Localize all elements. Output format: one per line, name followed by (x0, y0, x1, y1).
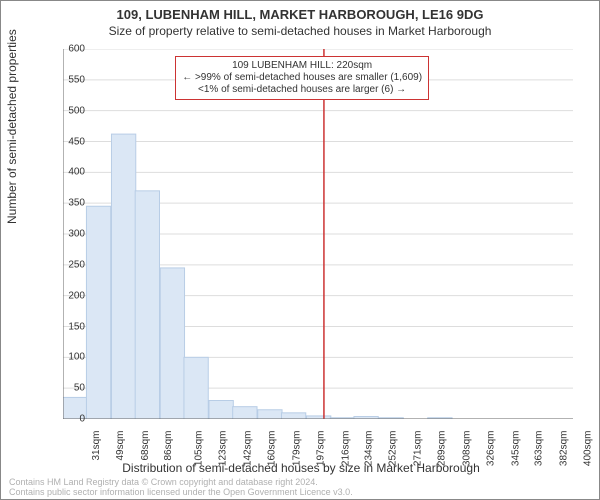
y-tick-label: 150 (55, 321, 85, 332)
footer-line2: Contains public sector information licen… (9, 487, 353, 497)
chart-title-sub: Size of property relative to semi-detach… (1, 22, 599, 38)
x-tick-label: 31sqm (91, 431, 102, 461)
x-axis-label: Distribution of semi-detached houses by … (1, 461, 600, 475)
x-tick-label: 68sqm (140, 431, 151, 461)
annotation-box: 109 LUBENHAM HILL: 220sqm ← >99% of semi… (175, 56, 429, 100)
x-tick-label: 86sqm (163, 431, 174, 461)
y-tick-label: 300 (55, 229, 85, 240)
y-tick-label: 250 (55, 259, 85, 270)
y-tick-label: 200 (55, 290, 85, 301)
figure-container: 109, LUBENHAM HILL, MARKET HARBOROUGH, L… (0, 0, 600, 500)
y-tick-label: 50 (55, 383, 85, 394)
footer-line1: Contains HM Land Registry data © Crown c… (9, 477, 318, 487)
annotation-line3: <1% of semi-detached houses are larger (… (182, 84, 422, 96)
y-tick-label: 100 (55, 352, 85, 363)
y-tick-label: 450 (55, 136, 85, 147)
y-tick-label: 550 (55, 74, 85, 85)
chart-title-main: 109, LUBENHAM HILL, MARKET HARBOROUGH, L… (1, 1, 599, 22)
plot-area: 109 LUBENHAM HILL: 220sqm ← >99% of semi… (63, 49, 573, 419)
y-tick-label: 400 (55, 167, 85, 178)
y-tick-label: 600 (55, 44, 85, 55)
histogram-chart (63, 49, 573, 419)
y-axis-label: Number of semi-detached properties (5, 29, 19, 224)
y-tick-label: 350 (55, 198, 85, 209)
attribution-footer: Contains HM Land Registry data © Crown c… (9, 477, 353, 497)
y-tick-label: 500 (55, 105, 85, 116)
annotation-line2: ← >99% of semi-detached houses are small… (182, 72, 422, 84)
x-tick-label: 49sqm (115, 431, 126, 461)
annotation-line1: 109 LUBENHAM HILL: 220sqm (182, 60, 422, 72)
y-tick-label: 0 (55, 414, 85, 425)
